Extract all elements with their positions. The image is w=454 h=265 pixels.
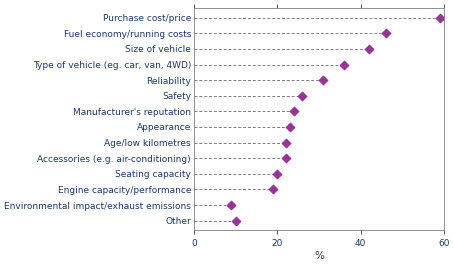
Point bbox=[269, 187, 276, 192]
Point bbox=[228, 203, 235, 207]
Point bbox=[282, 156, 289, 160]
Point bbox=[340, 63, 348, 67]
Point bbox=[232, 219, 239, 223]
Point bbox=[382, 31, 390, 36]
Point bbox=[274, 172, 281, 176]
Point bbox=[436, 16, 444, 20]
Point bbox=[320, 78, 327, 82]
Point bbox=[299, 94, 306, 98]
Point bbox=[290, 109, 297, 113]
X-axis label: %: % bbox=[314, 251, 324, 261]
Point bbox=[282, 140, 289, 145]
Point bbox=[365, 47, 373, 51]
Point bbox=[286, 125, 293, 129]
